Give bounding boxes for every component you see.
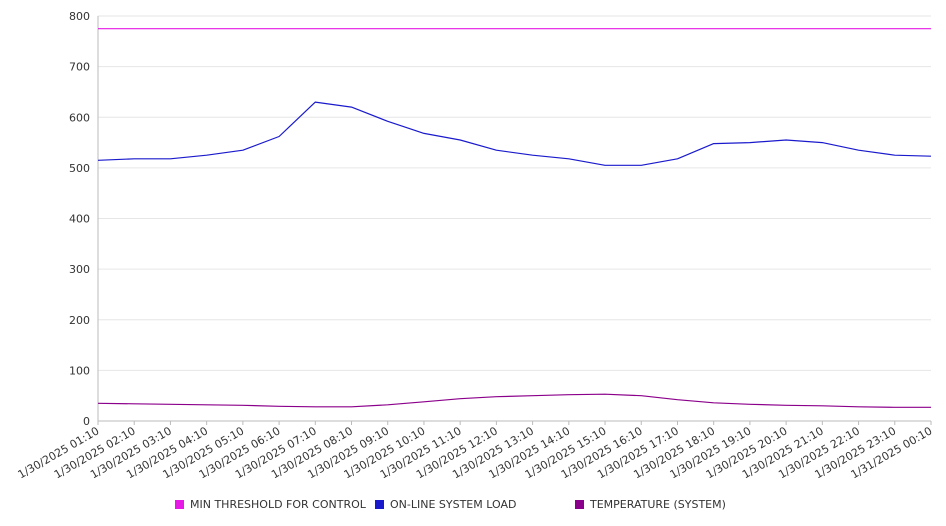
axes: [97, 16, 932, 425]
y-tick-label: 600: [69, 111, 90, 124]
legend-swatch-min-threshold: [175, 500, 184, 509]
legend: MIN THRESHOLD FOR CONTROL ON-LINE SYSTEM…: [0, 498, 946, 514]
y-tick-label: 500: [69, 162, 90, 175]
series-line-2: [97, 393, 931, 408]
legend-label-temperature: TEMPERATURE (SYSTEM): [590, 498, 726, 511]
y-tick-label: 700: [69, 61, 90, 74]
y-tick-labels: 0 100 200 300 400 500 600 700 800: [69, 10, 90, 428]
legend-swatch-system-load: [375, 500, 384, 509]
y-tick-label: 400: [69, 213, 90, 226]
legend-swatch-temperature: [575, 500, 584, 509]
legend-label-min-threshold: MIN THRESHOLD FOR CONTROL: [190, 498, 366, 511]
legend-item-system-load[interactable]: ON-LINE SYSTEM LOAD: [375, 498, 516, 511]
legend-item-temperature[interactable]: TEMPERATURE (SYSTEM): [575, 498, 726, 511]
gridlines: [98, 15, 931, 371]
y-tick-label: 200: [69, 314, 90, 327]
y-tick-label: 100: [69, 364, 90, 377]
y-tick-label: 300: [69, 263, 90, 276]
y-tick-label: 800: [69, 10, 90, 23]
series-lines: [97, 28, 932, 408]
legend-label-system-load: ON-LINE SYSTEM LOAD: [390, 498, 517, 511]
x-tick-labels: 1/30/2025 01:101/30/2025 02:101/30/2025 …: [16, 424, 935, 481]
series-line-1: [97, 101, 932, 166]
y-tick-label: 0: [83, 415, 90, 428]
legend-item-min-threshold[interactable]: MIN THRESHOLD FOR CONTROL: [175, 498, 366, 511]
